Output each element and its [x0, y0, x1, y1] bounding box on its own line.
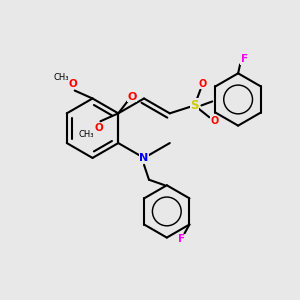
Text: F: F [178, 234, 185, 244]
Text: O: O [94, 123, 103, 133]
Text: O: O [198, 79, 207, 88]
Text: S: S [190, 99, 199, 112]
Text: CH₃: CH₃ [79, 130, 94, 139]
Text: O: O [210, 116, 218, 126]
Text: O: O [68, 79, 77, 88]
Text: CH₃: CH₃ [53, 73, 69, 82]
Text: F: F [241, 54, 248, 64]
Text: O: O [128, 92, 137, 101]
Text: N: N [140, 153, 148, 163]
